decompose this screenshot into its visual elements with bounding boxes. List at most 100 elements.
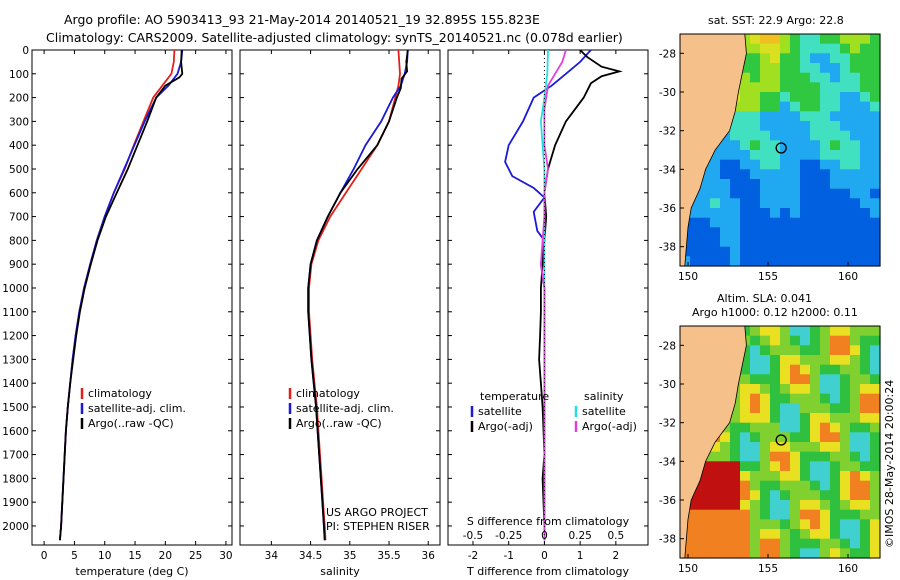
sst-map-cell bbox=[830, 150, 841, 161]
sla-map-cell bbox=[750, 471, 761, 482]
sla-map-cell bbox=[860, 519, 871, 530]
sla-map-cell bbox=[750, 529, 761, 540]
sst-map-cell bbox=[820, 188, 831, 199]
sla-map-cell bbox=[740, 529, 751, 540]
sla-map-cell bbox=[840, 364, 851, 375]
sst-map-ytick-label: -32 bbox=[659, 126, 676, 138]
sla-map-cell bbox=[820, 490, 831, 501]
difference-legend-label: Argo(-adj) bbox=[478, 420, 533, 433]
sla-map-cell bbox=[710, 461, 721, 472]
sst-map-cell bbox=[820, 217, 831, 228]
sst-map-cell bbox=[760, 208, 771, 219]
sst-map-cell bbox=[840, 246, 851, 257]
sst-map-cell bbox=[830, 101, 841, 112]
sst-map-cell bbox=[850, 169, 861, 180]
sst-map-cell bbox=[780, 150, 791, 161]
sst-map-cell bbox=[860, 111, 871, 122]
sla-map-cell bbox=[720, 529, 731, 540]
sst-map-cell bbox=[730, 179, 741, 190]
sst-map-cell bbox=[810, 246, 821, 257]
sst-map-cell bbox=[770, 237, 781, 248]
sst-map-cell bbox=[780, 237, 791, 248]
sst-map-cell bbox=[870, 140, 881, 151]
sst-map-cell bbox=[850, 246, 861, 257]
sla-map-cell bbox=[770, 403, 781, 414]
sla-map-cell bbox=[690, 529, 701, 540]
sst-map-cell bbox=[840, 72, 851, 83]
sla-map-cell bbox=[820, 538, 831, 549]
sla-map-panel: 150 155 160 -28 -30 -32 -34 -36 -38 bbox=[659, 325, 881, 575]
sst-map-cell bbox=[840, 63, 851, 74]
sla-map-cell bbox=[860, 355, 871, 366]
sst-map-cell bbox=[810, 111, 821, 122]
sst-map-cell bbox=[740, 72, 751, 83]
sst-map-cell bbox=[760, 111, 771, 122]
sla-map-cell bbox=[770, 422, 781, 433]
sst-map-cell bbox=[850, 130, 861, 141]
sla-map-cell bbox=[690, 538, 701, 549]
sla-map-cell bbox=[740, 403, 751, 414]
temperature-xtick-label: 15 bbox=[128, 550, 141, 562]
sst-map-cell bbox=[820, 92, 831, 103]
sla-map-cell bbox=[730, 403, 741, 414]
sst-map-cell bbox=[770, 101, 781, 112]
sst-map-cell bbox=[870, 53, 881, 64]
sla-map-cell bbox=[790, 326, 801, 337]
sst-map-cell bbox=[750, 217, 761, 228]
sla-map-cell bbox=[770, 355, 781, 366]
sla-map-cell bbox=[770, 519, 781, 530]
sla-map-cell bbox=[740, 548, 751, 559]
sst-map-cell bbox=[720, 246, 731, 257]
sst-map-cell bbox=[770, 246, 781, 257]
sla-map-cell bbox=[870, 509, 881, 520]
temperature-ytick-label: 2000 bbox=[2, 521, 29, 533]
sst-map-cell bbox=[760, 227, 771, 238]
sst-map-cell bbox=[850, 34, 861, 45]
sla-map-cell bbox=[780, 326, 791, 337]
sst-map-cell bbox=[700, 227, 711, 238]
sla-map-cell bbox=[740, 364, 751, 375]
sla-map-cell bbox=[750, 355, 761, 366]
sla-map-cell bbox=[830, 538, 841, 549]
sla-map-cell bbox=[690, 548, 701, 559]
sst-map-title: sat. SST: 22.9 Argo: 22.8 bbox=[708, 14, 844, 27]
sla-map-cell bbox=[800, 548, 811, 559]
salinity-series-2 bbox=[307, 49, 409, 541]
sst-map-cell bbox=[850, 43, 861, 54]
sla-map-cell bbox=[740, 384, 751, 395]
sst-map-cell bbox=[860, 169, 871, 180]
sla-map-cell bbox=[790, 490, 801, 501]
sla-map-cell bbox=[810, 461, 821, 472]
sla-map-cell bbox=[790, 471, 801, 482]
sla-map-cell bbox=[700, 529, 711, 540]
sst-map-cell bbox=[760, 169, 771, 180]
difference-series-0 bbox=[504, 49, 592, 541]
sla-map-cell bbox=[870, 432, 881, 443]
sst-map-cell bbox=[830, 53, 841, 64]
sla-map-cell bbox=[870, 335, 881, 346]
sla-map-cell bbox=[740, 374, 751, 385]
sla-map-cell bbox=[720, 471, 731, 482]
sst-map-cell bbox=[690, 217, 701, 228]
sla-map-cell bbox=[730, 432, 741, 443]
sla-map-cell bbox=[810, 500, 821, 511]
salinity-xtick-label: 35.5 bbox=[377, 550, 400, 562]
sla-map-cell bbox=[790, 500, 801, 511]
sla-map-cell bbox=[770, 374, 781, 385]
sst-map-cell bbox=[780, 256, 791, 267]
sla-map-cell bbox=[720, 500, 731, 511]
sst-map-cell bbox=[840, 188, 851, 199]
sst-map-cell bbox=[760, 140, 771, 151]
sst-map-cell bbox=[780, 111, 791, 122]
sla-map-cell bbox=[790, 509, 801, 520]
sla-map-cell bbox=[810, 326, 821, 337]
salinity-legend-label: climatology bbox=[296, 387, 360, 400]
sst-map-cell bbox=[770, 130, 781, 141]
sla-map-cell bbox=[780, 538, 791, 549]
sla-map-cell bbox=[840, 374, 851, 385]
sst-map-cell bbox=[850, 111, 861, 122]
sst-map-cell bbox=[710, 169, 721, 180]
sst-map-cell bbox=[780, 246, 791, 257]
sst-map-cell bbox=[820, 101, 831, 112]
sla-map-cell bbox=[800, 480, 811, 491]
